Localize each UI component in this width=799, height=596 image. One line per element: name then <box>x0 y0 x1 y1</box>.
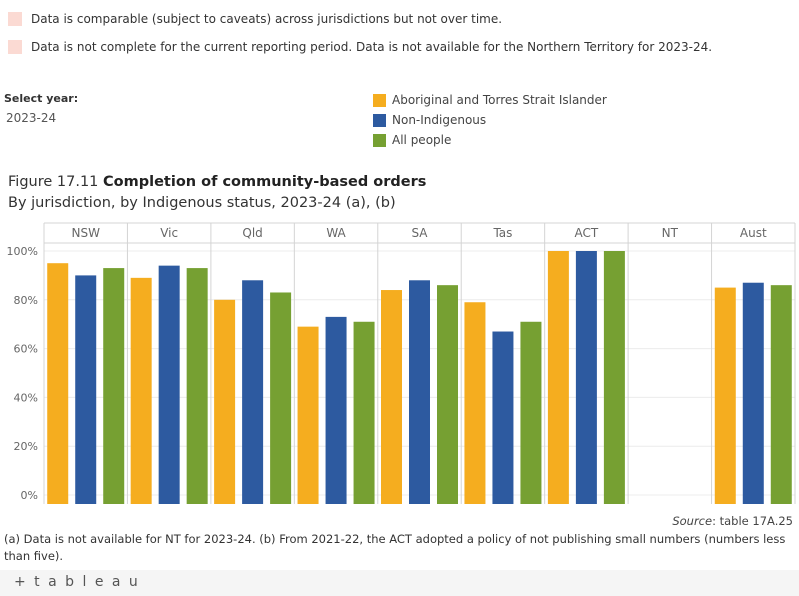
bar-all-people <box>603 251 625 504</box>
bar-indigenous <box>381 290 402 504</box>
year-filter-label: Select year: <box>4 92 79 105</box>
bar-indigenous <box>547 251 569 504</box>
category-label: Tas <box>492 226 512 240</box>
source-text: : table 17A.25 <box>712 514 793 528</box>
bar-all-people <box>103 268 125 504</box>
bar-all-people <box>437 285 458 504</box>
figure-subtitle: By jurisdiction, by Indigenous status, 2… <box>8 195 396 211</box>
bar-non-indigenous <box>325 316 347 504</box>
footnote: (a) Data is not available for NT for 202… <box>4 532 786 563</box>
source-note: Source: table 17A.25 <box>672 514 793 528</box>
legend-label: Aboriginal and Torres Strait Islander <box>392 93 607 107</box>
legend-item-all-people[interactable]: All people <box>373 130 607 150</box>
bar-indigenous <box>130 277 152 504</box>
legend-label: All people <box>392 133 452 147</box>
bar-indigenous <box>47 263 69 504</box>
figure-number: Figure 17.11 <box>8 174 99 190</box>
bar-non-indigenous <box>742 282 764 504</box>
legend-item-non-indigenous[interactable]: Non-Indigenous <box>373 110 607 130</box>
note-comparable: Data is comparable (subject to caveats) … <box>8 12 502 26</box>
bar-all-people <box>186 268 208 504</box>
bar-non-indigenous <box>409 280 430 504</box>
tableau-logo[interactable]: + t a b l e a u <box>14 574 140 590</box>
category-label: Qld <box>242 226 262 240</box>
bar-all-people <box>270 292 292 504</box>
y-tick-label: 100% <box>7 245 38 258</box>
bar-non-indigenous <box>75 275 97 504</box>
y-tick-label: 80% <box>14 294 38 307</box>
category-label: SA <box>411 226 428 240</box>
bar-indigenous <box>714 287 736 504</box>
bar-indigenous <box>297 326 319 504</box>
figure-title: Figure 17.11 Completion of community-bas… <box>8 174 426 190</box>
figure-title-text: Completion of community-based orders <box>103 174 427 190</box>
source-label: Source <box>672 514 713 528</box>
footer-bar: + t a b l e a u <box>0 570 799 596</box>
note-swatch <box>8 12 22 26</box>
legend-swatch-indigenous <box>373 93 386 107</box>
bar-chart: 0% 20% 40% 60% 80% 100% NSW Vic Qld WA SA Tas ACT NT A… <box>7 222 796 504</box>
y-tick-label: 60% <box>14 343 38 356</box>
category-label: ACT <box>575 226 599 240</box>
y-tick-label: 20% <box>14 440 38 453</box>
year-filter-value[interactable]: 2023-24 <box>6 111 57 125</box>
legend-label: Non-Indigenous <box>392 113 487 127</box>
category-label: Aust <box>740 226 767 240</box>
note-swatch <box>8 40 22 54</box>
note-incomplete: Data is not complete for the current rep… <box>8 40 712 54</box>
bar-all-people <box>353 321 375 504</box>
category-label: WA <box>326 226 346 240</box>
y-tick-label: 0% <box>21 489 38 502</box>
bar-non-indigenous <box>242 280 264 504</box>
bar-indigenous <box>464 302 486 504</box>
bar-non-indigenous <box>492 331 514 504</box>
note-text: Data is comparable (subject to caveats) … <box>31 12 503 26</box>
category-label: Vic <box>160 226 178 240</box>
note-text: Data is not complete for the current rep… <box>31 40 713 54</box>
legend-swatch-non-indigenous <box>373 113 386 127</box>
category-label: NT <box>662 226 679 240</box>
category-label: NSW <box>71 226 100 240</box>
bar-all-people <box>520 321 542 504</box>
bar-all-people <box>770 285 792 504</box>
legend: Aboriginal and Torres Strait Islander No… <box>373 90 607 150</box>
legend-item-indigenous[interactable]: Aboriginal and Torres Strait Islander <box>373 90 607 110</box>
y-tick-label: 40% <box>14 391 38 404</box>
bar-indigenous <box>214 299 236 504</box>
bar-non-indigenous <box>158 265 180 504</box>
year-filter[interactable]: Select year: 2023-24 <box>4 92 78 125</box>
legend-swatch-all-people <box>373 133 386 147</box>
bar-non-indigenous <box>575 251 597 504</box>
